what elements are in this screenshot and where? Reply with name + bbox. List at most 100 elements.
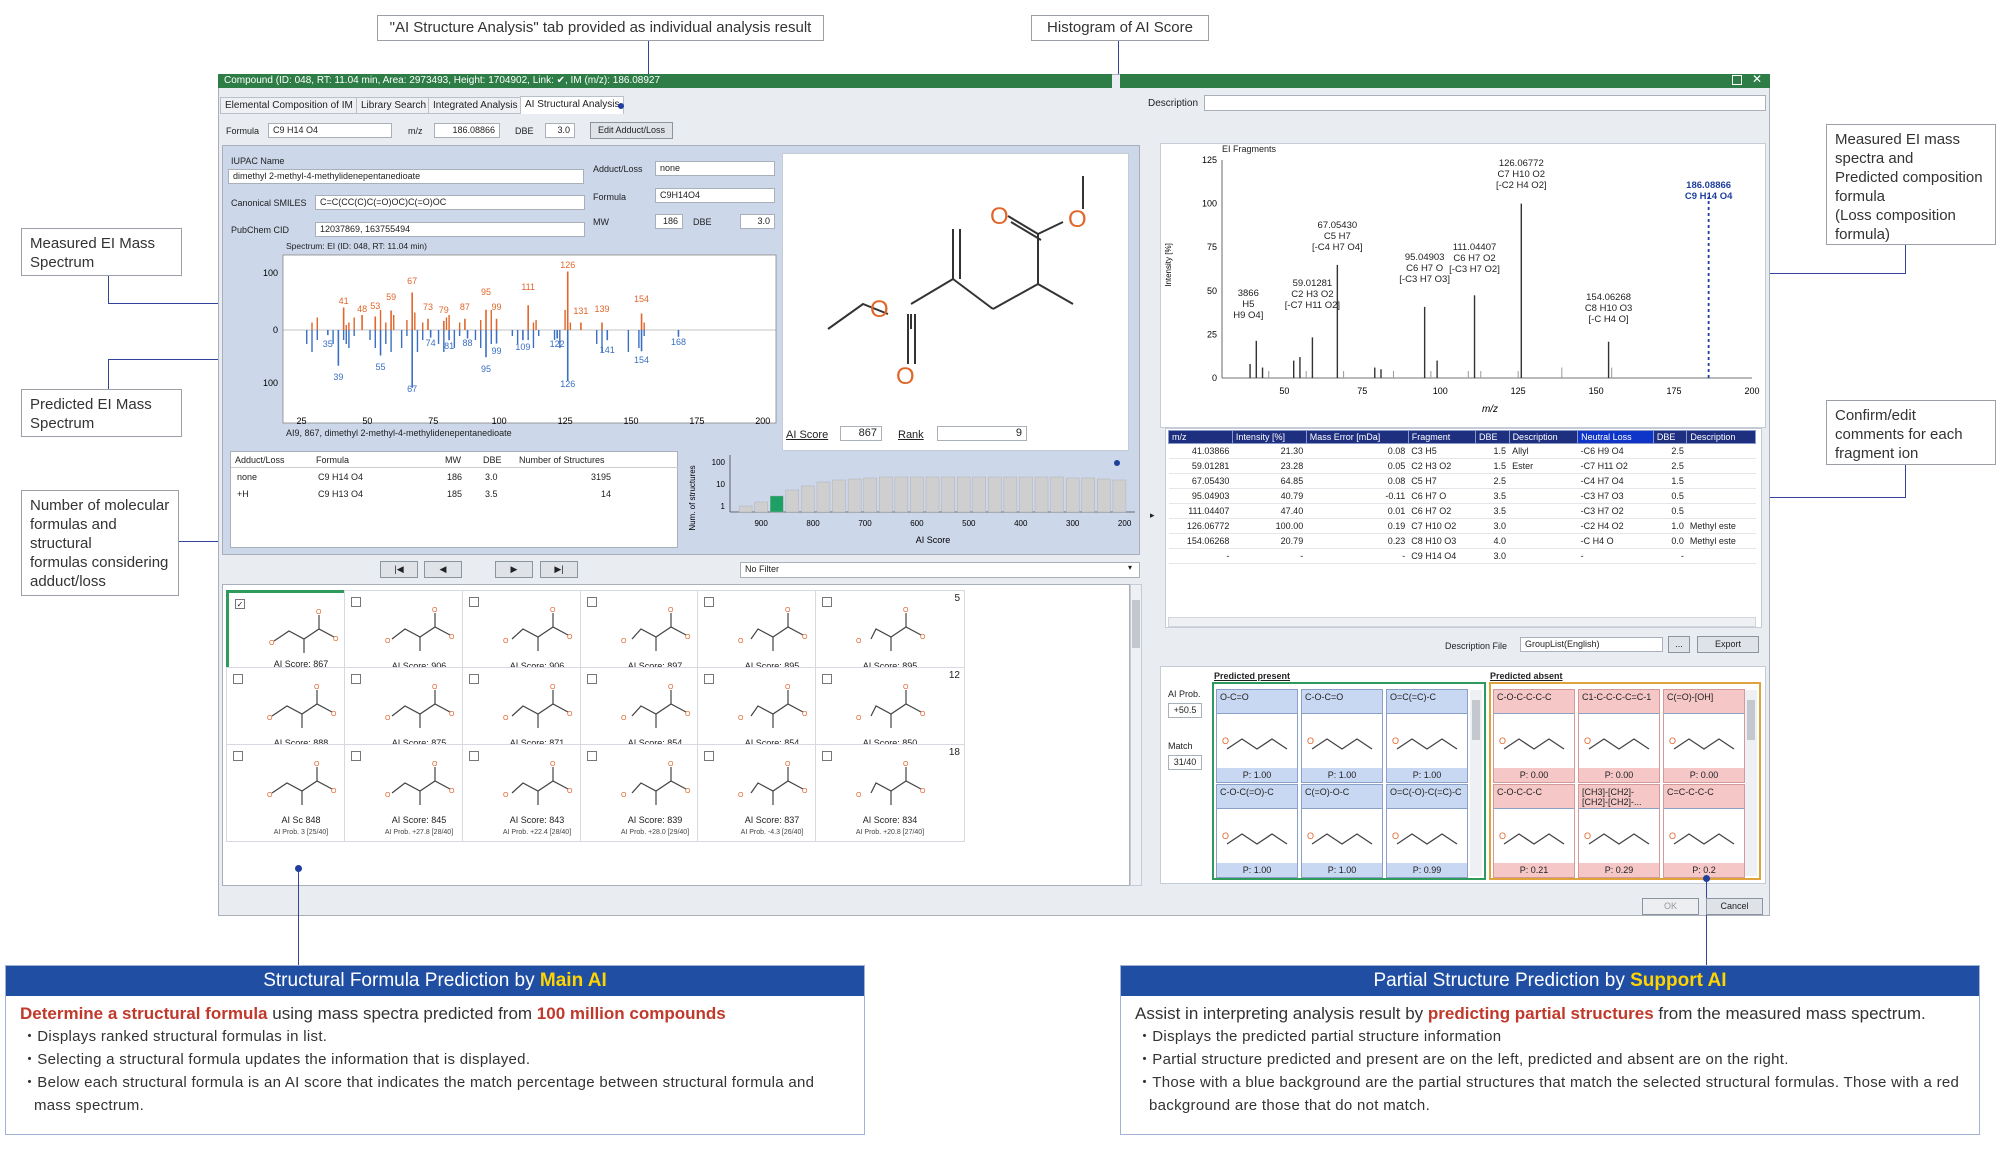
prev-button[interactable]: ◀ — [424, 561, 462, 578]
candidate-checkbox[interactable] — [469, 597, 479, 607]
candidate-checkbox[interactable] — [469, 674, 479, 684]
candidate-checkbox[interactable] — [822, 674, 832, 684]
tab-ai-structural-analysis[interactable]: AI Structural Analysis — [520, 96, 625, 114]
present-substructure-card[interactable]: C(=O)-O-C O P: 1.00 — [1301, 784, 1383, 878]
absent-substructure-card[interactable]: C(=O)-[OH] O P: 0.00 — [1663, 689, 1745, 783]
candidate-card[interactable]: 18 O O O AI Score: 834 AI Prob. +20.8 [27/40] — [815, 744, 965, 842]
svg-text:O: O — [550, 684, 556, 691]
adduct-row-cell[interactable]: 3.5 — [485, 489, 498, 499]
hist-y-tick: 100 — [712, 458, 726, 467]
candidate-structure: O O O — [621, 607, 691, 651]
description-file-field[interactable]: GroupList(English) — [1520, 637, 1663, 652]
formula-field: C9 H14 O4 — [268, 123, 392, 138]
candidate-checkbox[interactable] — [587, 674, 597, 684]
first-button[interactable]: |◀ — [380, 561, 418, 578]
fragment-row[interactable]: 126.06772 100.00 0.19 C7 H10 O2 3.0 -C2 H4 O2… — [1168, 518, 1756, 534]
candidate-checkbox[interactable] — [233, 751, 243, 761]
spectrum-x-tick: 125 — [558, 416, 573, 426]
present-substructure-card[interactable]: O=C(-O)-C(=C)-C O P: 0.99 — [1386, 784, 1468, 878]
filter-select[interactable]: No Filter — [740, 562, 1140, 578]
svg-text:O: O — [331, 788, 337, 795]
candidate-score: AI Score: 843 — [509, 815, 565, 825]
adduct-row-cell[interactable]: 186 — [447, 472, 463, 482]
candidate-checkbox[interactable] — [704, 751, 714, 761]
fragment-cell: -0.11 — [1306, 488, 1409, 504]
adduct-row-cell[interactable]: 3195 — [591, 472, 612, 482]
candidate-checkbox[interactable] — [704, 674, 714, 684]
fragment-row[interactable]: 67.05430 64.85 0.08 C5 H7 2.5 -C4 H7 O4 1.5 — [1168, 473, 1756, 489]
svg-text:O: O — [1669, 736, 1676, 746]
fragment-cell: 154.06268 — [1168, 533, 1233, 549]
adduct-row-cell[interactable]: 185 — [447, 489, 463, 499]
adduct-row-cell[interactable]: none — [237, 472, 258, 482]
tab-library-search[interactable]: Library Search — [356, 97, 432, 114]
fragment-row[interactable]: 111.04407 47.40 0.01 C6 H7 O2 3.5 -C3 H7 O2 0.… — [1168, 503, 1756, 519]
adduct-row-cell[interactable]: C9 H14 O4 — [318, 472, 364, 482]
fragments-x-tick: 125 — [1511, 386, 1526, 396]
measured-peak-label: 41 — [339, 296, 349, 306]
restore-icon[interactable] — [1732, 75, 1742, 85]
adduct-row-cell[interactable]: C9 H13 O4 — [318, 489, 364, 499]
cancel-button[interactable]: Cancel — [1706, 898, 1763, 915]
export-button[interactable]: Export — [1697, 636, 1759, 653]
fragment-cell: 0.01 — [1306, 503, 1409, 519]
absent-substructure-card[interactable]: C-O-C-C-C-C O P: 0.00 — [1493, 689, 1575, 783]
description-field[interactable] — [1204, 95, 1766, 111]
present-scrollbar-thumb[interactable] — [1472, 700, 1480, 740]
absent-substructure-card[interactable]: C-O-C-C-C O P: 0.21 — [1493, 784, 1575, 878]
present-substructure-card[interactable]: C-O-C(=O)-C O P: 1.00 — [1216, 784, 1298, 878]
ai-score-label: AI Score — [786, 429, 829, 441]
present-substructure-card[interactable]: O-C=O O P: 1.00 — [1216, 689, 1298, 783]
fragment-row[interactable]: 95.04903 40.79 -0.11 C6 H7 O 3.5 -C3 H7 O3 0.5 — [1168, 488, 1756, 504]
candidate-checkbox[interactable] — [469, 751, 479, 761]
fragment-cell — [1509, 473, 1578, 489]
grid-scrollbar-thumb[interactable] — [1132, 600, 1140, 648]
adduct-row-cell[interactable]: 14 — [601, 489, 612, 499]
adduct-label: Adduct/Loss — [593, 164, 643, 174]
predicted-peak-label: 126 — [560, 379, 575, 389]
candidate-checkbox[interactable] — [351, 751, 361, 761]
fragment-cell: 0.05 — [1306, 458, 1409, 474]
absent-substructure-card[interactable]: C1-C-C-C-C=C-1 O P: 0.00 — [1578, 689, 1660, 783]
candidate-checkbox[interactable]: ✓ — [235, 599, 245, 609]
dbe-label: DBE — [515, 126, 534, 136]
candidate-score: AI Score: 845 — [391, 815, 447, 825]
play-button[interactable]: ▶ — [495, 561, 533, 578]
edit-adduct-loss-button[interactable]: Edit Adduct/Loss — [590, 122, 673, 139]
fragments-x-tick: 200 — [1744, 386, 1759, 396]
absent-scrollbar-thumb[interactable] — [1747, 700, 1755, 740]
ok-button[interactable]: OK — [1642, 898, 1699, 915]
candidate-checkbox[interactable] — [587, 751, 597, 761]
browse-button[interactable]: ... — [1668, 636, 1690, 653]
compound-formula-field: C9H14O4 — [655, 188, 775, 203]
fragment-cell: 0.08 — [1306, 473, 1409, 489]
tab-integrated-analysis[interactable]: Integrated Analysis — [428, 97, 523, 114]
candidate-checkbox[interactable] — [822, 751, 832, 761]
tab-elemental-composition[interactable]: Elemental Composition of IM — [220, 97, 358, 114]
present-substructure-card[interactable]: C-O-C=O O P: 1.00 — [1301, 689, 1383, 783]
fragment-row[interactable]: 41.03866 21.30 0.08 C3 H5 1.5 Allyl -C6 H9 O4 2… — [1168, 443, 1756, 459]
last-button[interactable]: ▶| — [540, 561, 578, 578]
fragment-row[interactable]: 154.06268 20.79 0.23 C8 H10 O3 4.0 -C H4 O 0.0… — [1168, 533, 1756, 549]
grid-scrollbar[interactable] — [1130, 584, 1142, 886]
candidate-checkbox[interactable] — [587, 597, 597, 607]
candidate-checkbox[interactable] — [351, 674, 361, 684]
svg-text:O: O — [903, 684, 909, 691]
candidate-checkbox[interactable] — [704, 597, 714, 607]
adduct-row-cell[interactable]: 3.0 — [485, 472, 498, 482]
splitter-arrow-icon[interactable]: ▸ — [1150, 510, 1155, 520]
chevron-down-icon[interactable]: ▾ — [1128, 563, 1133, 572]
fragment-row[interactable]: - - - C9 H14 O4 3.0- - — [1168, 548, 1756, 564]
substructure-name: C-O-C-C-C-C — [1494, 690, 1574, 714]
present-substructure-card[interactable]: O=C(=C)-C O P: 1.00 — [1386, 689, 1468, 783]
candidate-checkbox[interactable] — [822, 597, 832, 607]
svg-text:O: O — [316, 609, 322, 616]
candidate-checkbox[interactable] — [233, 674, 243, 684]
adduct-row-cell[interactable]: +H — [237, 489, 249, 499]
fragment-table-hscroll[interactable] — [1168, 617, 1756, 627]
close-icon[interactable]: ✕ — [1752, 72, 1763, 86]
fragment-row[interactable]: 59.01281 23.28 0.05 C2 H3 O2 1.5 Ester -C7 H11… — [1168, 458, 1756, 474]
absent-substructure-card[interactable]: C=C-C-C-C O P: 0.2 — [1663, 784, 1745, 878]
absent-substructure-card[interactable]: [CH3]-[CH2]-[CH2]-[CH2]-... O P: 0.29 — [1578, 784, 1660, 878]
candidate-checkbox[interactable] — [351, 597, 361, 607]
